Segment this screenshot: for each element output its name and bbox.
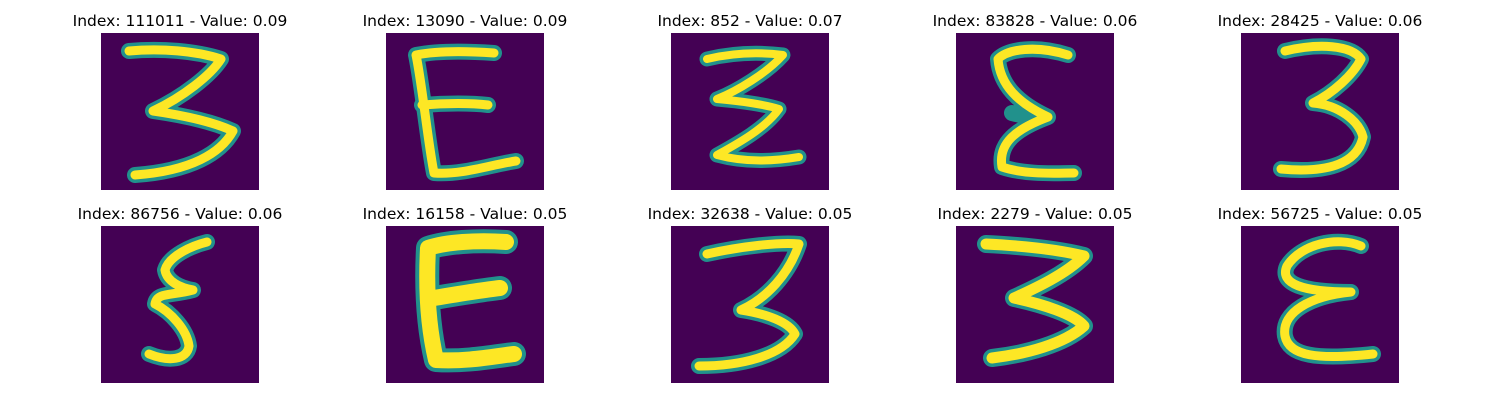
panel-10: Index: 56725 - Value: 0.05 [1170,203,1470,393]
panel-title: Index: 13090 - Value: 0.09 [362,12,568,30]
letter-e-image [386,226,544,383]
panel-6: Index: 86756 - Value: 0.06 [30,203,330,393]
panel-4: Index: 83828 - Value: 0.06 [885,10,1185,200]
letter-e-image [956,33,1114,190]
digit-5-image [101,226,259,383]
panel-title: Index: 32638 - Value: 0.05 [647,205,853,223]
panel-8: Index: 32638 - Value: 0.05 [600,203,900,393]
panel-7: Index: 16158 - Value: 0.05 [315,203,615,393]
letter-e-image [1241,226,1399,383]
panel-title: Index: 56725 - Value: 0.05 [1217,205,1423,223]
digit-3-image [101,33,259,190]
panel-title: Index: 852 - Value: 0.07 [657,12,843,30]
panel-3: Index: 852 - Value: 0.07 [600,10,900,200]
letter-e-image [386,33,544,190]
panel-title: Index: 111011 - Value: 0.09 [72,12,288,30]
digit-3-image [956,226,1114,383]
panel-title: Index: 2279 - Value: 0.05 [937,205,1133,223]
panel-1: Index: 111011 - Value: 0.09 [30,10,330,200]
digit-3-image [671,226,829,383]
panel-title: Index: 86756 - Value: 0.06 [77,205,283,223]
panel-title: Index: 16158 - Value: 0.05 [362,205,568,223]
panel-title: Index: 83828 - Value: 0.06 [932,12,1138,30]
panel-5: Index: 28425 - Value: 0.06 [1170,10,1470,200]
panel-9: Index: 2279 - Value: 0.05 [885,203,1185,393]
digit-3-image [1241,33,1399,190]
panel-title: Index: 28425 - Value: 0.06 [1217,12,1423,30]
zigzag-digit-image [671,33,829,190]
panel-2: Index: 13090 - Value: 0.09 [315,10,615,200]
